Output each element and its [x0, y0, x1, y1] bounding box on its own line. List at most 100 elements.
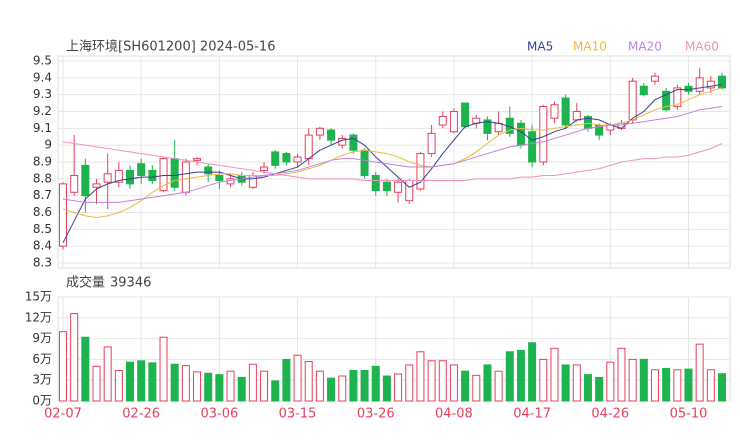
ma-line	[62, 84, 723, 244]
y-tick-label: 8.3	[33, 256, 52, 270]
y-tick-label: 0万	[32, 394, 52, 408]
y-tick-label: 9万	[32, 331, 52, 345]
y-tick-label: 9	[44, 138, 52, 152]
candle-body	[159, 158, 168, 192]
volume-bar	[416, 351, 425, 402]
y-tick-label: 8.7	[33, 188, 52, 202]
volume-bar	[628, 358, 637, 402]
candle-body	[561, 97, 570, 126]
volume-bar	[237, 376, 246, 402]
volume-bar	[706, 369, 715, 402]
volume-bar	[561, 364, 570, 402]
volume-bar	[360, 369, 369, 402]
legend-label: MA10	[573, 40, 607, 54]
volume-bar	[271, 380, 280, 402]
volume-bar	[583, 374, 592, 402]
y-tick-label: 15万	[25, 290, 52, 304]
y-tick-label: 9.1	[33, 121, 52, 135]
candle-body	[416, 153, 425, 190]
candle-body	[382, 181, 391, 192]
candle-body	[662, 90, 671, 111]
candle-body	[650, 75, 659, 82]
y-tick-label: 9.4	[33, 70, 52, 84]
volume-bar	[137, 360, 146, 402]
volume-bar	[695, 343, 704, 402]
legend-label: MA20	[628, 40, 662, 54]
volume-bar	[148, 362, 157, 402]
volume-bar	[617, 347, 626, 402]
ma-line	[62, 105, 723, 203]
volume-bar	[170, 363, 179, 402]
candle-body	[282, 153, 291, 163]
candle-body	[639, 85, 648, 96]
volume-bar	[650, 369, 659, 402]
volume-bar	[103, 346, 112, 402]
volume-bar	[516, 349, 525, 402]
candle-body	[327, 129, 336, 141]
candle-body	[405, 180, 414, 202]
y-tick-label: 9.2	[33, 104, 52, 118]
chart-title: 上海环境[SH601200] 2024-05-16	[66, 40, 275, 55]
x-tick-label: 04-08	[435, 407, 473, 422]
candle-body	[260, 166, 269, 171]
volume-bar	[215, 374, 224, 402]
candle-body	[718, 75, 726, 89]
candle-body	[81, 164, 90, 197]
volume-bar	[59, 331, 67, 402]
x-tick-label: 03-06	[200, 407, 238, 422]
volume-bar	[226, 370, 235, 402]
volume-bar	[159, 336, 168, 402]
x-tick-label: 02-07	[44, 407, 82, 422]
volume-bar	[382, 375, 391, 402]
candle-body	[360, 149, 369, 176]
candle-body	[92, 183, 101, 188]
candle-body	[528, 131, 537, 163]
legend-label: MA5	[527, 40, 553, 54]
candle-body	[181, 161, 190, 193]
candle-body	[193, 158, 202, 161]
volume-bar	[126, 361, 135, 402]
candle-body	[673, 87, 682, 107]
candle-body	[304, 134, 313, 160]
volume-bar	[438, 360, 447, 402]
volume-bar	[260, 370, 269, 402]
candle-body	[706, 80, 715, 89]
volume-bar	[81, 336, 90, 402]
x-tick-label: 05-10	[670, 407, 708, 422]
candle-body	[438, 116, 447, 126]
volume-bar	[662, 367, 671, 402]
candle-body	[59, 183, 67, 247]
candle-body	[695, 77, 704, 92]
volume-bar	[349, 369, 358, 402]
volume-bar	[282, 358, 291, 402]
candle-body	[126, 169, 135, 185]
candle-body	[349, 134, 358, 151]
volume-bar	[70, 313, 79, 402]
ma-line	[62, 141, 723, 182]
candle-body	[449, 111, 458, 133]
volume-bar	[92, 365, 101, 402]
y-tick-label: 9.3	[33, 87, 52, 101]
legend-label: MA60	[685, 40, 719, 54]
candle-body	[148, 169, 157, 182]
candle-body	[371, 174, 380, 192]
volume-bar	[718, 373, 726, 402]
y-tick-label: 12万	[25, 310, 52, 324]
candle-body	[315, 127, 324, 136]
volume-bar	[528, 342, 537, 402]
y-tick-label: 6万	[32, 352, 52, 366]
volume-bar	[461, 370, 470, 402]
candle-body	[628, 80, 637, 121]
volume-bar	[494, 370, 503, 402]
volume-latest: 39346	[110, 276, 151, 291]
volume-bar	[405, 364, 414, 402]
candle-body	[204, 166, 213, 175]
volume-bar	[427, 360, 436, 402]
volume-bar	[595, 376, 604, 402]
candle-body	[483, 119, 492, 134]
candle-body	[550, 104, 559, 119]
volume-bar	[315, 370, 324, 402]
candle-body	[427, 132, 436, 155]
volume-bar	[505, 351, 514, 402]
